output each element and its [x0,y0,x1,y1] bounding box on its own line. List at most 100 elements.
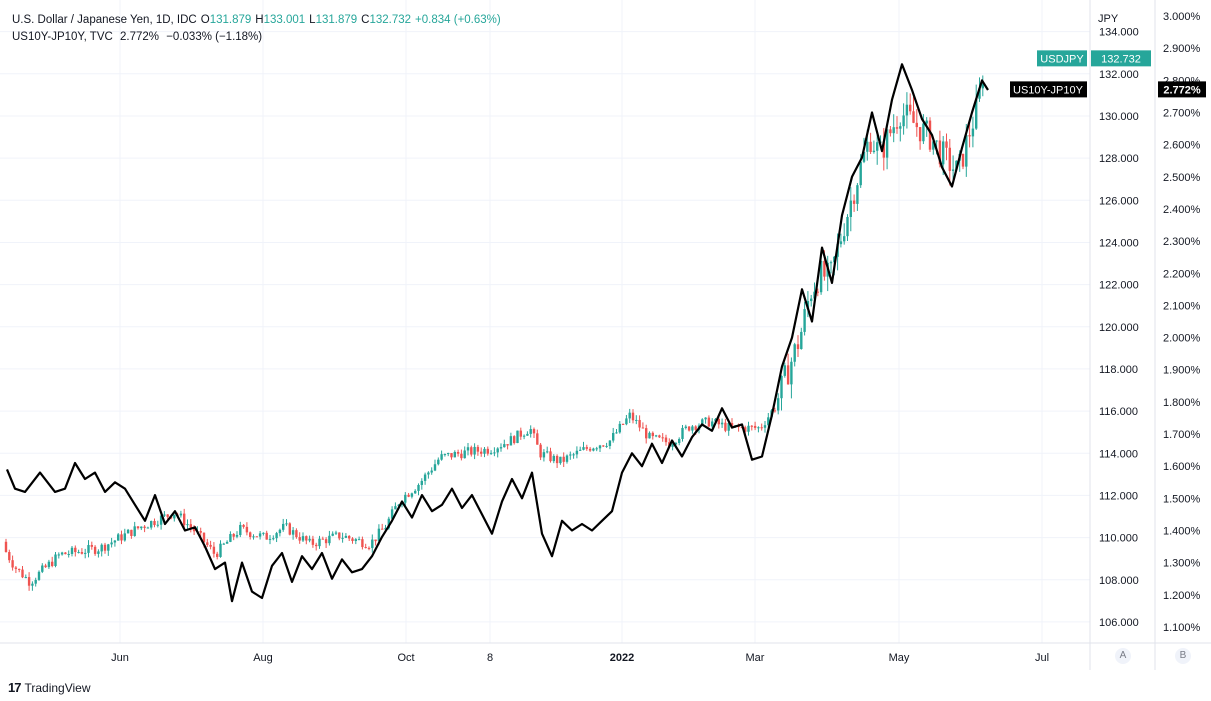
candle-body [301,536,305,541]
time-tick-label: Jun [111,652,129,664]
candle-body [869,141,872,152]
candle-body [866,141,869,152]
us10y-jp10y-line [5,63,989,603]
candle-body [975,98,978,129]
candle-body [47,561,51,568]
legend-usdjpy-title: U.S. Dollar / Japanese Yen, 1D, IDC [12,14,197,26]
candle-body [470,447,473,455]
candle-body [216,553,219,557]
candle-body [605,445,608,447]
candle-body [404,494,407,503]
candle-body [179,513,183,516]
legend-low: L131.879 [309,14,358,26]
candle-body [8,552,11,561]
candle-body [777,398,780,411]
time-tick-label: May [889,652,910,664]
candle-body [513,436,516,444]
candle-body [473,446,476,455]
candle-body [786,365,790,385]
candle-body [928,120,932,150]
candle-body [852,200,856,204]
candle-body [239,524,242,536]
candle-body [691,426,694,431]
candle-body [598,445,602,449]
right-tick-label: 2.500% [1163,172,1201,184]
legend-change: +0.834 (+0.63%) [415,14,501,26]
candle-body [192,527,196,532]
legend-yield-title: US10Y-JP10Y, TVC [12,31,113,43]
candle-body [367,547,371,549]
candle-body [532,429,536,434]
right-tick-label: 2.200% [1163,268,1201,280]
candle-body [905,104,909,116]
candle-body [912,111,915,123]
candle-body [394,506,397,510]
candle-body [245,526,249,533]
candle-body [397,504,400,507]
usdjpy-candles [4,75,984,591]
left-tick-label: 126.000 [1099,195,1139,207]
candle-body [542,452,546,458]
candle-body [206,542,209,545]
footer-branding[interactable]: 17 TradingView [8,680,91,695]
candle-body [651,432,654,437]
usdjpy-name-tag-label: USDJPY [1040,53,1084,65]
candle-body [57,554,60,556]
candle-body [298,537,301,541]
candle-body [140,526,143,529]
candle-body [291,530,295,535]
candle-body [555,455,559,464]
candle-body [780,375,783,399]
candle-body [417,484,420,491]
candle-body [348,535,351,539]
scale-button-b[interactable]: B [1175,648,1191,664]
scale-button-a[interactable]: A [1115,648,1131,664]
candle-body [727,423,730,431]
candle-body [100,544,103,552]
right-tick-label: 2.300% [1163,236,1201,248]
candle-body [311,538,315,545]
candle-body [539,444,542,458]
candle-body [925,120,928,124]
candle-body [209,544,212,547]
candle-body [255,536,258,538]
candle-body [565,455,569,462]
candle-body [338,532,341,539]
right-tick-label: 1.100% [1163,622,1201,634]
candle-body [839,241,843,245]
candle-body [318,538,321,547]
candle-body [915,122,918,128]
candle-body [166,514,169,517]
candle-body [440,454,443,460]
candle-body [334,532,338,534]
legend-usdjpy[interactable]: U.S. Dollar / Japanese Yen, 1D, IDC O131.… [12,14,505,26]
candle-body [328,535,331,544]
candle-body [153,521,156,526]
right-tick-label: 2.400% [1163,204,1201,216]
legend-close: C132.732 [361,14,412,26]
candle-body [876,142,879,151]
candle-body [156,524,159,526]
candle-body [410,493,414,497]
candle-body [423,474,427,481]
legend-yield-value: 2.772% [120,31,160,43]
left-tick-label: 112.000 [1099,490,1138,502]
right-tick-label: 1.700% [1163,429,1201,441]
candle-body [687,426,691,431]
candle-body [427,472,430,475]
candle-body [938,140,942,165]
candle-body [159,515,163,525]
candle-body [443,454,447,456]
candle-body [295,530,298,538]
candle-body [612,432,615,441]
candle-body [899,126,902,129]
left-tick-label: 130.000 [1099,111,1139,123]
candle-body [262,532,265,534]
candle-body [463,450,466,459]
legend-yield[interactable]: US10Y-JP10Y, TVC 2.772% −0.033% (−1.18%) [12,31,266,43]
candle-body [885,129,889,158]
candle-body [460,453,463,459]
candle-body [918,127,922,142]
candle-body [354,539,357,542]
